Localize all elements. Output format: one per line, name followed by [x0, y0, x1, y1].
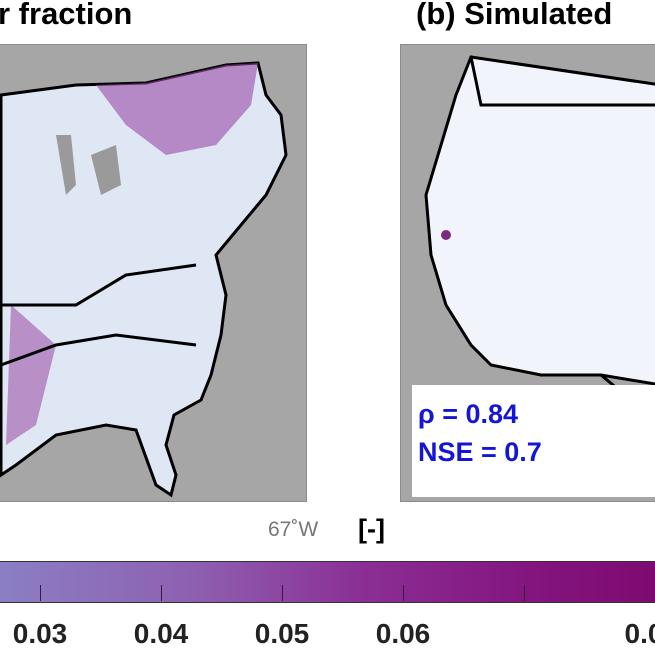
colorbar-tick	[161, 585, 162, 601]
colorbar-tick-label: 0.03	[12, 618, 68, 649]
eastern-us-map	[0, 61, 288, 498]
nse-value: NSE = 0.7	[418, 437, 542, 467]
correlation-value: ρ = 0.84	[418, 399, 519, 429]
colorbar-unit: [-]	[358, 514, 385, 544]
colorbar-tick	[403, 585, 404, 601]
map-panel-a	[0, 44, 307, 502]
colorbar-tick-label: 0.06	[375, 618, 431, 649]
colorbar-tick	[40, 585, 41, 601]
colorbar	[0, 561, 655, 603]
colorbar-tick-label: 0.04	[133, 618, 189, 649]
colorbar-tick	[282, 585, 283, 601]
colorbar-tick	[524, 585, 525, 601]
colorbar-tick-label: 0.0	[624, 618, 655, 649]
panel-b-title: (b) Simulated	[416, 0, 613, 31]
stats-box: ρ = 0.84 NSE = 0.7	[412, 385, 655, 497]
colorbar-tick-label: 0.05	[254, 618, 310, 649]
panel-a-title: r fraction	[0, 0, 133, 31]
longitude-label: 67˚W	[268, 518, 319, 541]
